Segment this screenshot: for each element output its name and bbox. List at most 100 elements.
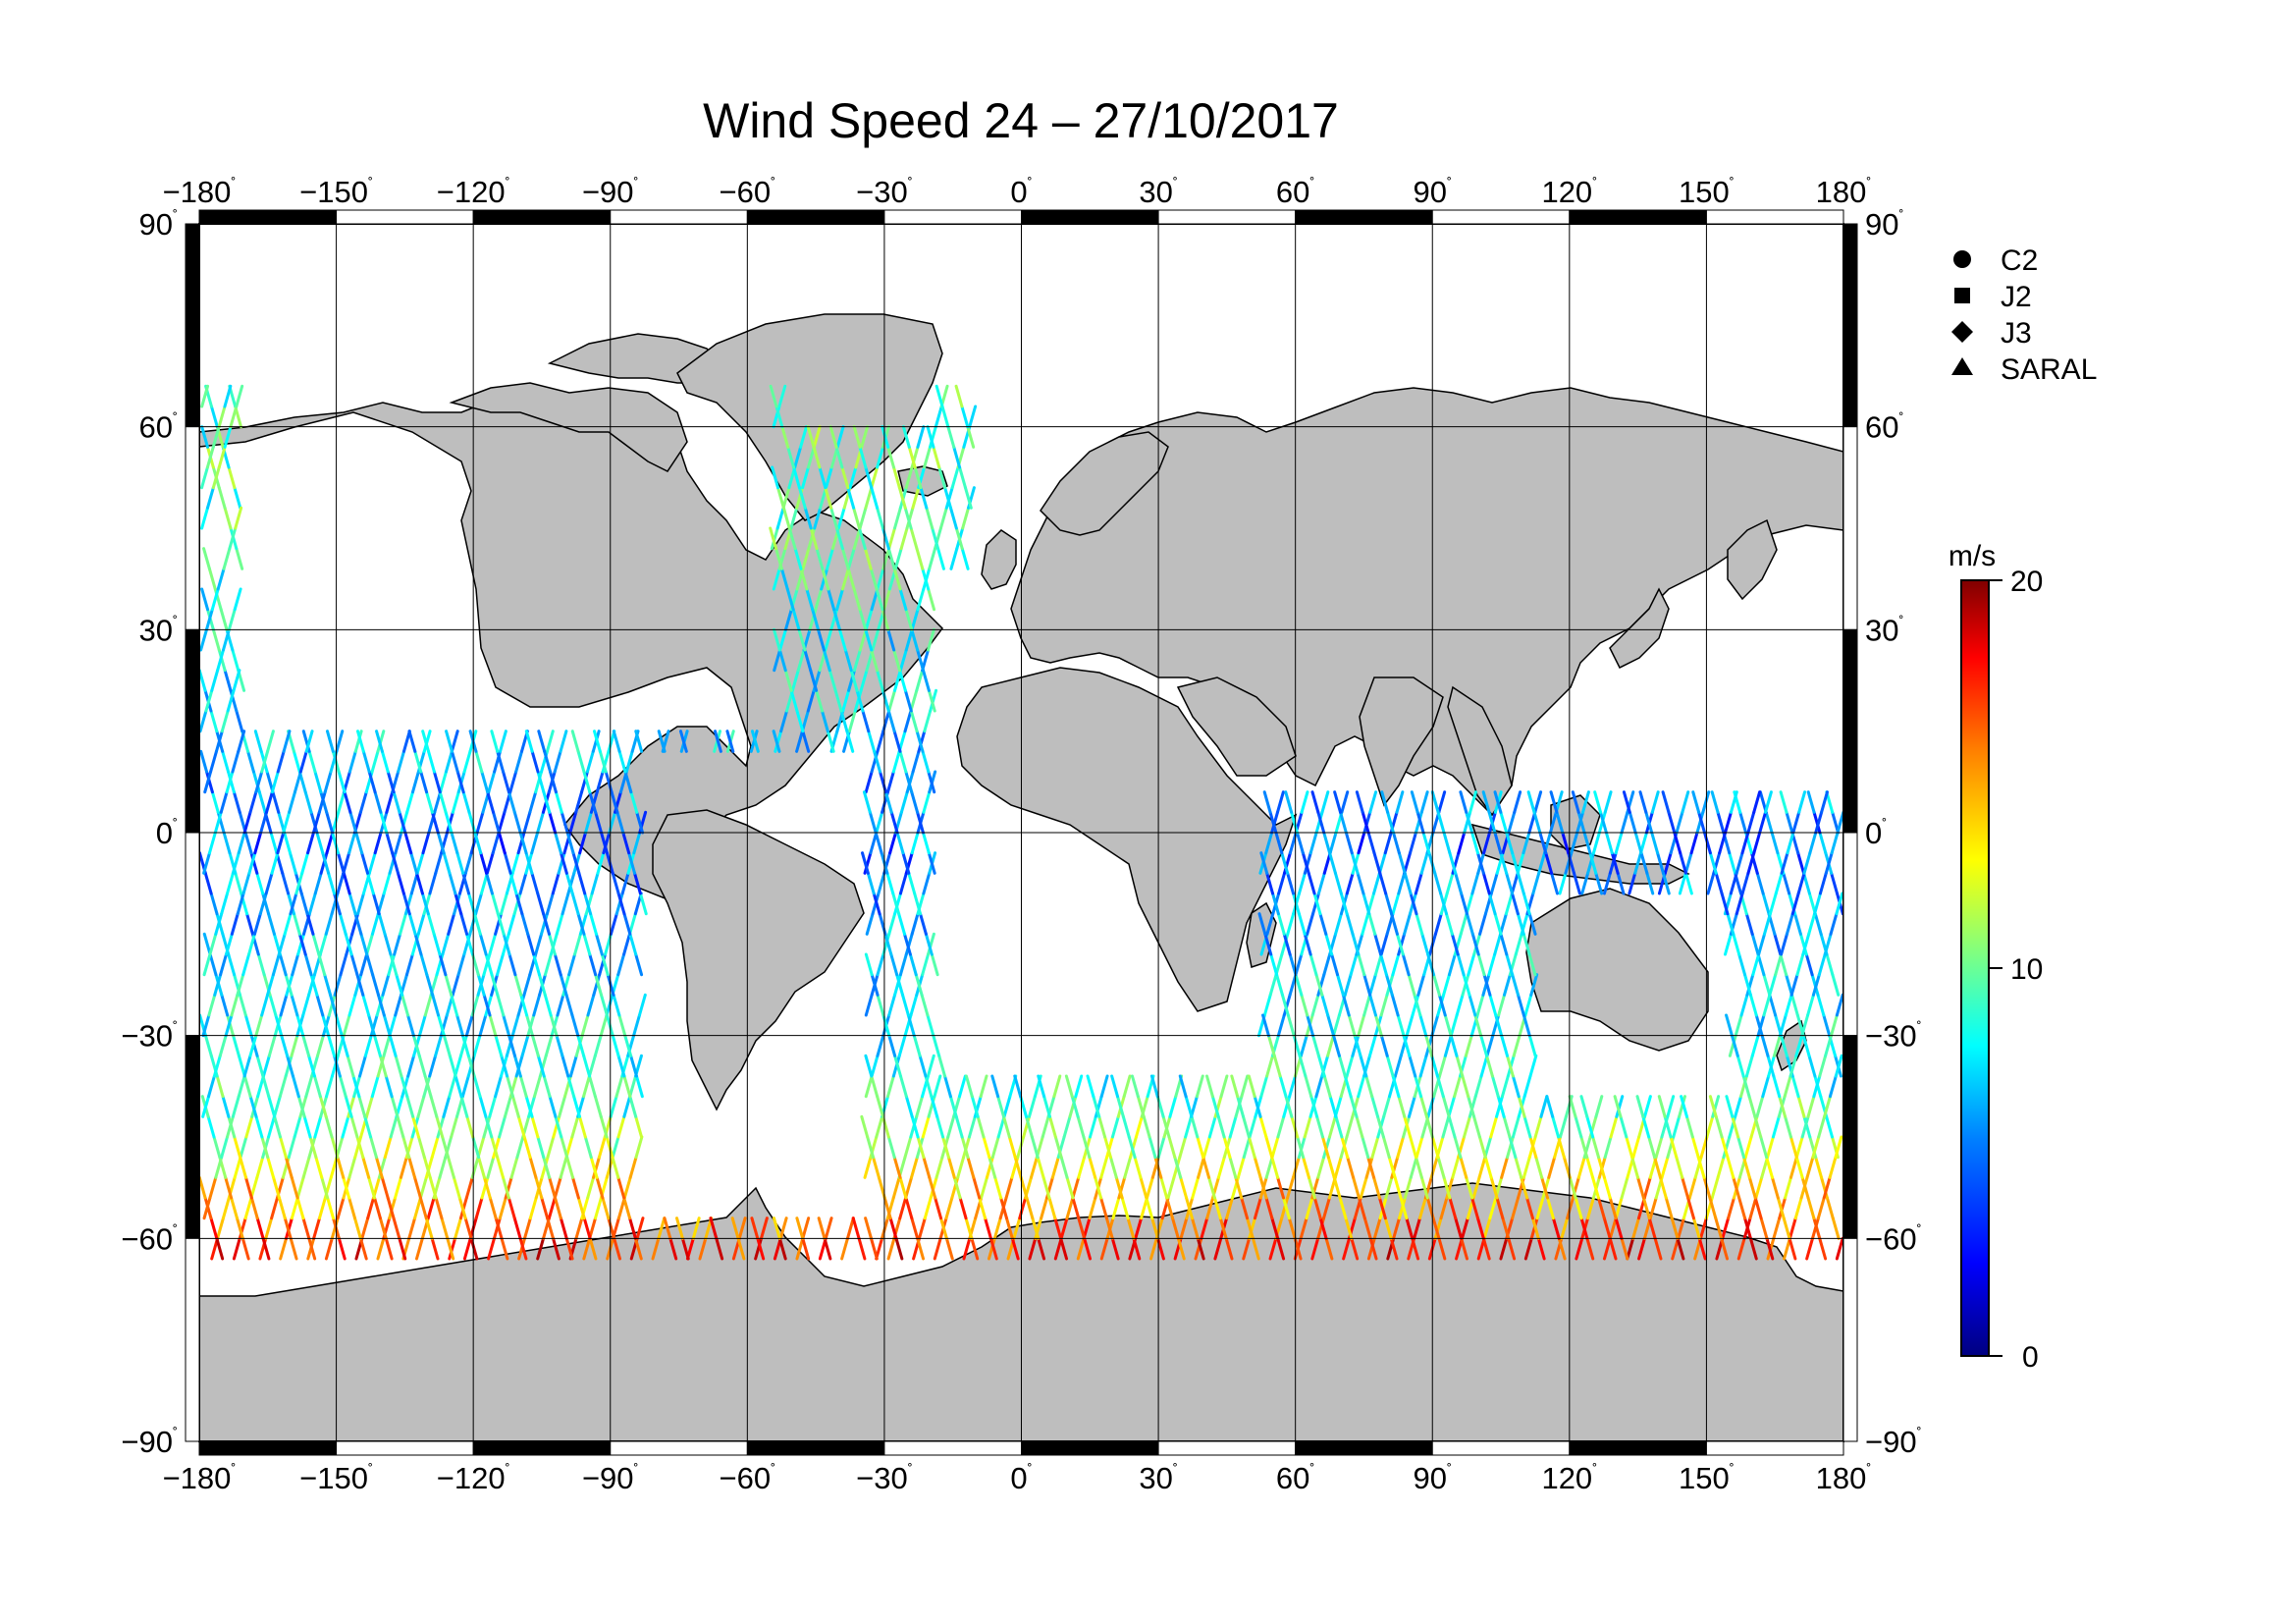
track-segment [1527, 952, 1537, 977]
track-segment [394, 831, 403, 855]
track-segment [487, 1236, 496, 1261]
track-segment [1696, 1156, 1706, 1179]
track-segment [524, 851, 534, 875]
track-segment [249, 1175, 259, 1200]
track-segment [1205, 1074, 1214, 1099]
track-segment [1370, 1135, 1380, 1160]
track-segment [1242, 1114, 1251, 1139]
track-segment [568, 1054, 578, 1078]
track-segment [813, 506, 823, 530]
track-segment [901, 425, 911, 449]
track-segment [1379, 1034, 1389, 1057]
track-segment [1002, 1114, 1011, 1139]
lon-tick-label-top: −60˚ [720, 175, 776, 209]
track-segment [1831, 1217, 1841, 1240]
track-segment [361, 1156, 371, 1179]
track-segment [881, 688, 890, 713]
track-segment [657, 1217, 667, 1240]
track-segment [560, 1135, 569, 1160]
track-segment [454, 1074, 463, 1099]
track-segment [967, 1114, 977, 1139]
track-segment [502, 1013, 511, 1038]
track-segment [499, 730, 507, 753]
track-segment [779, 567, 789, 591]
track-segment [400, 993, 410, 1017]
track-segment [1314, 1074, 1324, 1099]
track-segment [519, 993, 529, 1017]
track-segment [1276, 1175, 1285, 1200]
track-segment [910, 1156, 919, 1179]
lon-tick-label-top: −120˚ [437, 175, 510, 209]
lat-tick-label-right: 60˚ [1865, 410, 1903, 445]
track-segment [371, 892, 381, 916]
track-segment [421, 730, 431, 753]
track-segment [1829, 1013, 1839, 1038]
satellite-pass [202, 730, 1843, 1261]
track-segment [295, 1175, 305, 1200]
track-segment [239, 1156, 247, 1179]
track-segment [1316, 810, 1326, 835]
track-segment [791, 608, 801, 631]
track-segment [1088, 1156, 1097, 1179]
track-segment [1472, 1114, 1481, 1139]
colorbar: m/s 20 10 0 [1949, 540, 2044, 1374]
track-segment [984, 1217, 992, 1240]
track-segment [1184, 1114, 1194, 1139]
track-segment [358, 1054, 367, 1078]
track-segment [1411, 1236, 1420, 1261]
track-segment [1381, 1135, 1391, 1160]
track-segment [347, 892, 357, 916]
track-segment [1737, 1196, 1747, 1220]
track-segment [1754, 1013, 1764, 1038]
track-segment [616, 1175, 626, 1200]
track-segment [1570, 831, 1579, 855]
track-segment [500, 1236, 509, 1261]
track-segment [800, 709, 810, 733]
track-segment [1716, 1156, 1726, 1179]
track-segment [898, 1074, 908, 1099]
track-segment [1806, 1196, 1816, 1220]
track-segment [629, 1054, 638, 1078]
track-segment [866, 1135, 876, 1160]
track-segment [1305, 1196, 1314, 1220]
track-segment [479, 851, 489, 875]
track-segment [520, 1034, 530, 1057]
track-segment [845, 730, 855, 753]
track-segment [1505, 871, 1515, 895]
track-segment [534, 1175, 544, 1200]
track-segment [730, 1217, 740, 1240]
track-segment [1386, 810, 1395, 835]
satellite-pass [795, 770, 937, 1261]
track-segment [243, 1013, 253, 1038]
track-segment [496, 952, 505, 977]
track-segment [1414, 810, 1423, 835]
track-segment [540, 912, 549, 936]
kamchatka-land [1727, 518, 1778, 601]
track-segment [1488, 993, 1498, 1017]
track-segment [1603, 790, 1613, 814]
track-segment [559, 730, 568, 753]
track-segment [1430, 1135, 1440, 1160]
track-segment [916, 810, 925, 835]
track-segment [376, 993, 386, 1017]
track-segment [886, 547, 896, 570]
track-segment [1562, 1156, 1572, 1179]
track-segment [1806, 790, 1816, 814]
track-segment [1307, 1175, 1316, 1200]
track-segment [795, 1217, 805, 1240]
track-segment [898, 749, 908, 774]
track-segment [565, 831, 575, 855]
track-segment [907, 445, 917, 469]
track-segment [611, 1135, 620, 1160]
track-segment [1445, 871, 1455, 895]
track-segment [221, 1095, 231, 1118]
track-segment [785, 587, 795, 612]
track-segment [219, 952, 228, 977]
track-segment [1666, 1095, 1676, 1118]
track-segment [1660, 1156, 1670, 1179]
track-segment [1720, 1236, 1730, 1261]
track-segment [528, 1156, 538, 1179]
track-segment [318, 932, 328, 956]
track-segment [1814, 1156, 1824, 1179]
track-segment [777, 1236, 787, 1261]
